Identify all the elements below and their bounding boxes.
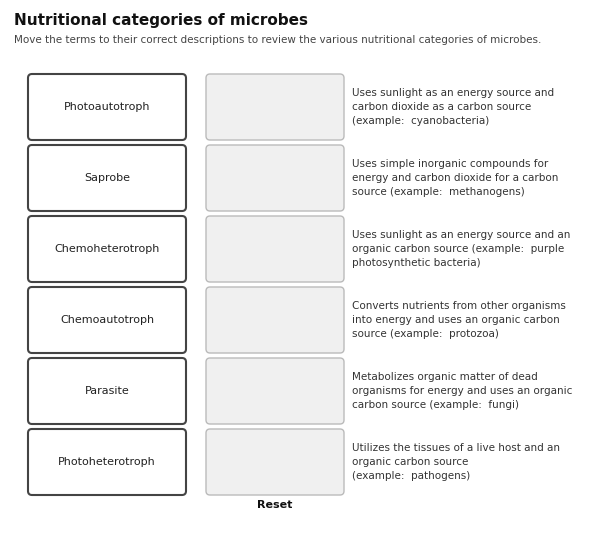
FancyBboxPatch shape <box>28 358 186 424</box>
Text: Nutritional categories of microbes: Nutritional categories of microbes <box>14 13 308 28</box>
FancyBboxPatch shape <box>206 74 344 140</box>
FancyBboxPatch shape <box>206 358 344 424</box>
FancyBboxPatch shape <box>28 287 186 353</box>
Text: Uses sunlight as an energy source and
carbon dioxide as a carbon source
(example: Uses sunlight as an energy source and ca… <box>352 89 554 125</box>
FancyBboxPatch shape <box>28 216 186 282</box>
FancyBboxPatch shape <box>28 74 186 140</box>
Text: Move the terms to their correct descriptions to review the various nutritional c: Move the terms to their correct descript… <box>14 35 542 45</box>
Text: Reset: Reset <box>257 500 293 510</box>
FancyBboxPatch shape <box>206 216 344 282</box>
Text: Metabolizes organic matter of dead
organisms for energy and uses an organic
carb: Metabolizes organic matter of dead organ… <box>352 372 572 409</box>
FancyBboxPatch shape <box>28 429 186 495</box>
Text: Parasite: Parasite <box>85 386 129 396</box>
Text: Uses sunlight as an energy source and an
organic carbon source (example:  purple: Uses sunlight as an energy source and an… <box>352 230 570 268</box>
Text: Chemoheterotroph: Chemoheterotroph <box>54 244 160 254</box>
FancyBboxPatch shape <box>206 145 344 211</box>
Text: Photoautotroph: Photoautotroph <box>64 102 150 112</box>
FancyBboxPatch shape <box>28 145 186 211</box>
Text: Uses simple inorganic compounds for
energy and carbon dioxide for a carbon
sourc: Uses simple inorganic compounds for ener… <box>352 160 558 197</box>
FancyBboxPatch shape <box>206 429 344 495</box>
Text: Converts nutrients from other organisms
into energy and uses an organic carbon
s: Converts nutrients from other organisms … <box>352 301 566 339</box>
FancyBboxPatch shape <box>206 287 344 353</box>
Text: Utilizes the tissues of a live host and an
organic carbon source
(example:  path: Utilizes the tissues of a live host and … <box>352 444 560 481</box>
Text: Saprobe: Saprobe <box>84 173 130 183</box>
Text: Photoheterotroph: Photoheterotroph <box>58 457 156 467</box>
Text: Chemoautotroph: Chemoautotroph <box>60 315 154 325</box>
